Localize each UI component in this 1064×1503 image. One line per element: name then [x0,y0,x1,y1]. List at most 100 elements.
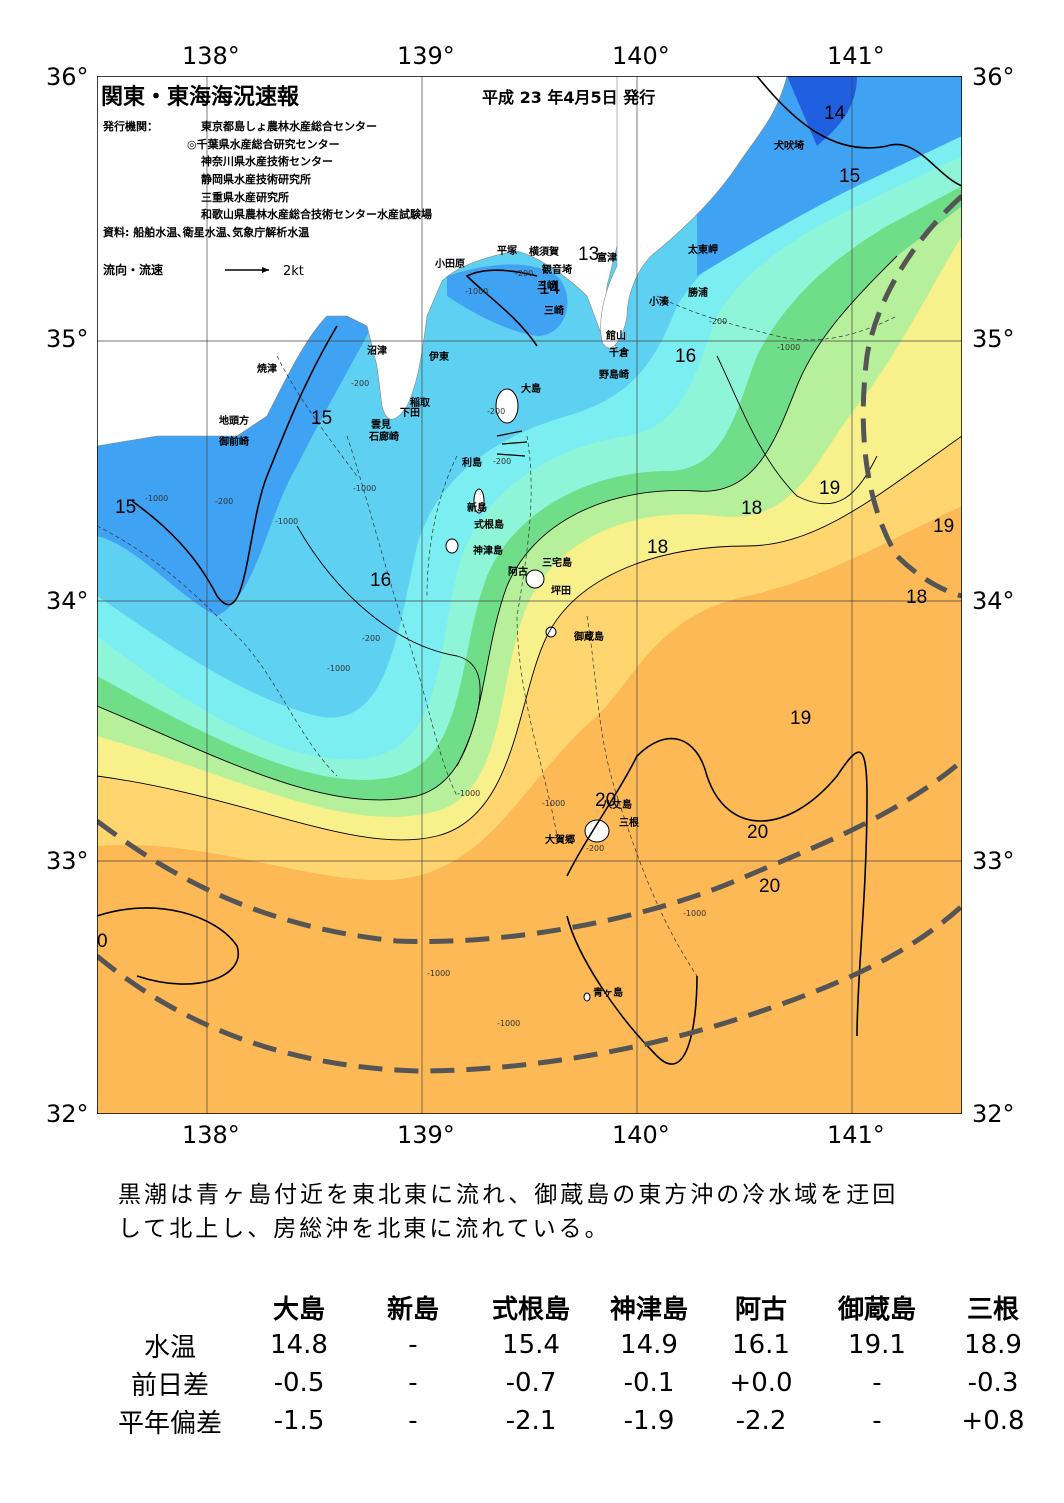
lat-label-right: 32° [972,1100,1015,1128]
place-inatori: 稲取 [410,396,431,409]
temp-label: 19 [933,516,954,537]
current-arrows [496,430,528,457]
island-kozushima [445,538,459,554]
depth-label: -200 [487,407,505,416]
depth-label: -200 [709,317,727,326]
place-hiratsuka: 平塚 [497,244,517,257]
depth-label: -1000 [457,789,480,798]
lon-label-bottom: 139° [397,1121,455,1149]
island-mikurajima [545,626,557,638]
table-header-row: 大島 新島 式根島 神津島 阿古 御蔵島 三根 [96,1288,1046,1326]
temp-label: 18 [906,587,927,608]
place-toshima: 利島 [462,456,482,469]
place-misaki: 三崎 [537,279,557,292]
lat-label-left: 35° [46,325,89,353]
place-miyakejima: 三宅島 [542,556,572,569]
place-irozaki: 石廊崎 [368,430,399,443]
table-cell: +0.8 [961,1406,1025,1436]
table-cell: 16.1 [732,1330,790,1360]
graticule [97,76,962,1114]
table-cell: - [408,1330,418,1360]
map-title: 関東・東海海況速報 [101,84,300,110]
place-omaezaki: 御前崎 [218,435,249,448]
lon-label-top: 139° [397,42,455,70]
land-boso [600,76,788,349]
depth-labels: -200 -1000 -200 -1000 -200 -1000 -1000 -… [145,269,800,1028]
temp-label: 14 [824,103,846,124]
lon-label-top: 138° [182,42,240,70]
place-yokosuka: 横須賀 [529,245,559,258]
table-cell: -1.5 [273,1406,325,1436]
place-shikinejima: 式根島 [474,518,504,531]
table-row: 平年偏差 -1.5 - -2.1 -1.9 -2.2 - +0.8 [96,1402,1046,1440]
col-header: 神津島 [609,1294,688,1325]
lat-label-left: 32° [46,1100,89,1128]
table-cell: +0.0 [729,1368,793,1398]
place-labels: 犬吠埼 太東岬 勝浦 小湊 富津 横須賀 観音埼 平塚 小田原 三崎 三崎 館山… [218,139,804,999]
island-niijima [473,488,485,514]
temp-label: 0 [97,931,108,952]
lon-label-top: 141° [827,42,885,70]
col-header: 新島 [386,1294,439,1325]
title-block: 関東・東海海況速報 平成 23 年4月5日 発行 発行機関： 東京都島しょ農林水… [101,84,655,279]
lon-label-bottom: 141° [827,1121,885,1149]
temp-label: 15 [839,166,860,187]
depth-label: -1000 [427,969,450,978]
place-kominato: 小湊 [648,295,670,308]
depth-label: -200 [215,497,233,506]
col-header: 大島 [272,1294,325,1325]
temp-label: 16 [675,346,696,367]
table-cell: - [408,1406,418,1436]
table-cell: - [872,1406,882,1436]
temp-label: 19 [790,708,811,729]
temp-label: 20 [759,876,780,897]
place-oshima: 大島 [521,382,541,395]
table-cell: 15.4 [502,1330,560,1360]
temp-label: 15 [311,408,332,429]
temp-label: 20 [747,822,768,843]
lon-label-bottom: 138° [182,1121,240,1149]
col-header: 御蔵島 [837,1294,916,1325]
depth-label: -1000 [497,1019,520,1028]
depth-label: -200 [586,844,604,853]
temperature-labels: 14 15 13 14 15 15 16 16 19 19 18 18 18 1… [97,103,954,952]
island-hachijojima [584,819,610,843]
row-label: 水温 [143,1332,196,1363]
place-aogashima: 青ヶ島 [593,986,623,999]
table-cell: -2.1 [505,1406,557,1436]
sea-zone-blue-sagami [447,264,568,336]
place-numazu: 沼津 [367,344,387,357]
depth-label: -200 [362,634,380,643]
kuroshio-axis [97,194,962,1074]
place-shimoda: 下田 [400,407,420,419]
publisher-4: 静岡県水産技術研究所 [201,172,311,186]
island-aogashima [583,992,591,1002]
place-mera: 雲見 [371,419,391,431]
sea-temperature-map: 14 15 13 14 15 15 16 16 19 19 18 18 18 1… [97,76,962,1114]
table-cell: -1.9 [623,1406,675,1436]
sea-zone-deep-blue [787,76,857,146]
temp-label: 19 [819,478,840,499]
depth-label: -200 [515,269,533,278]
place-yaizu: 焼津 [257,362,277,375]
table-cell: - [408,1368,418,1398]
lat-label-left: 33° [46,847,89,875]
publisher-2: ◎千葉県水産総合研究センター [187,137,340,151]
publisher-5: 三重県水産研究所 [201,190,289,204]
lat-label-left: 36° [46,63,89,91]
depth-label: -200 [351,379,369,388]
temp-label: 18 [647,537,668,558]
place-misaki2: 三崎 [544,304,564,317]
table-corner [96,1288,244,1326]
table-cell: -0.7 [505,1368,557,1398]
summary-line: して北上し、房総沖を北東に流れている。 [118,1216,611,1242]
table-cell: 14.9 [620,1330,678,1360]
flow-legend-label: 流向・流速 [103,262,163,277]
depth-label: -1000 [777,343,800,352]
place-katsuura: 勝浦 [688,286,708,299]
bathymetry-lines [97,295,898,977]
place-nojimazaki: 野島崎 [599,368,629,381]
temp-label: 15 [115,497,136,518]
place-tsubota: 坪田 [551,584,571,597]
table-row: 水温 14.8 - 15.4 14.9 16.1 19.1 18.9 [96,1326,1046,1364]
